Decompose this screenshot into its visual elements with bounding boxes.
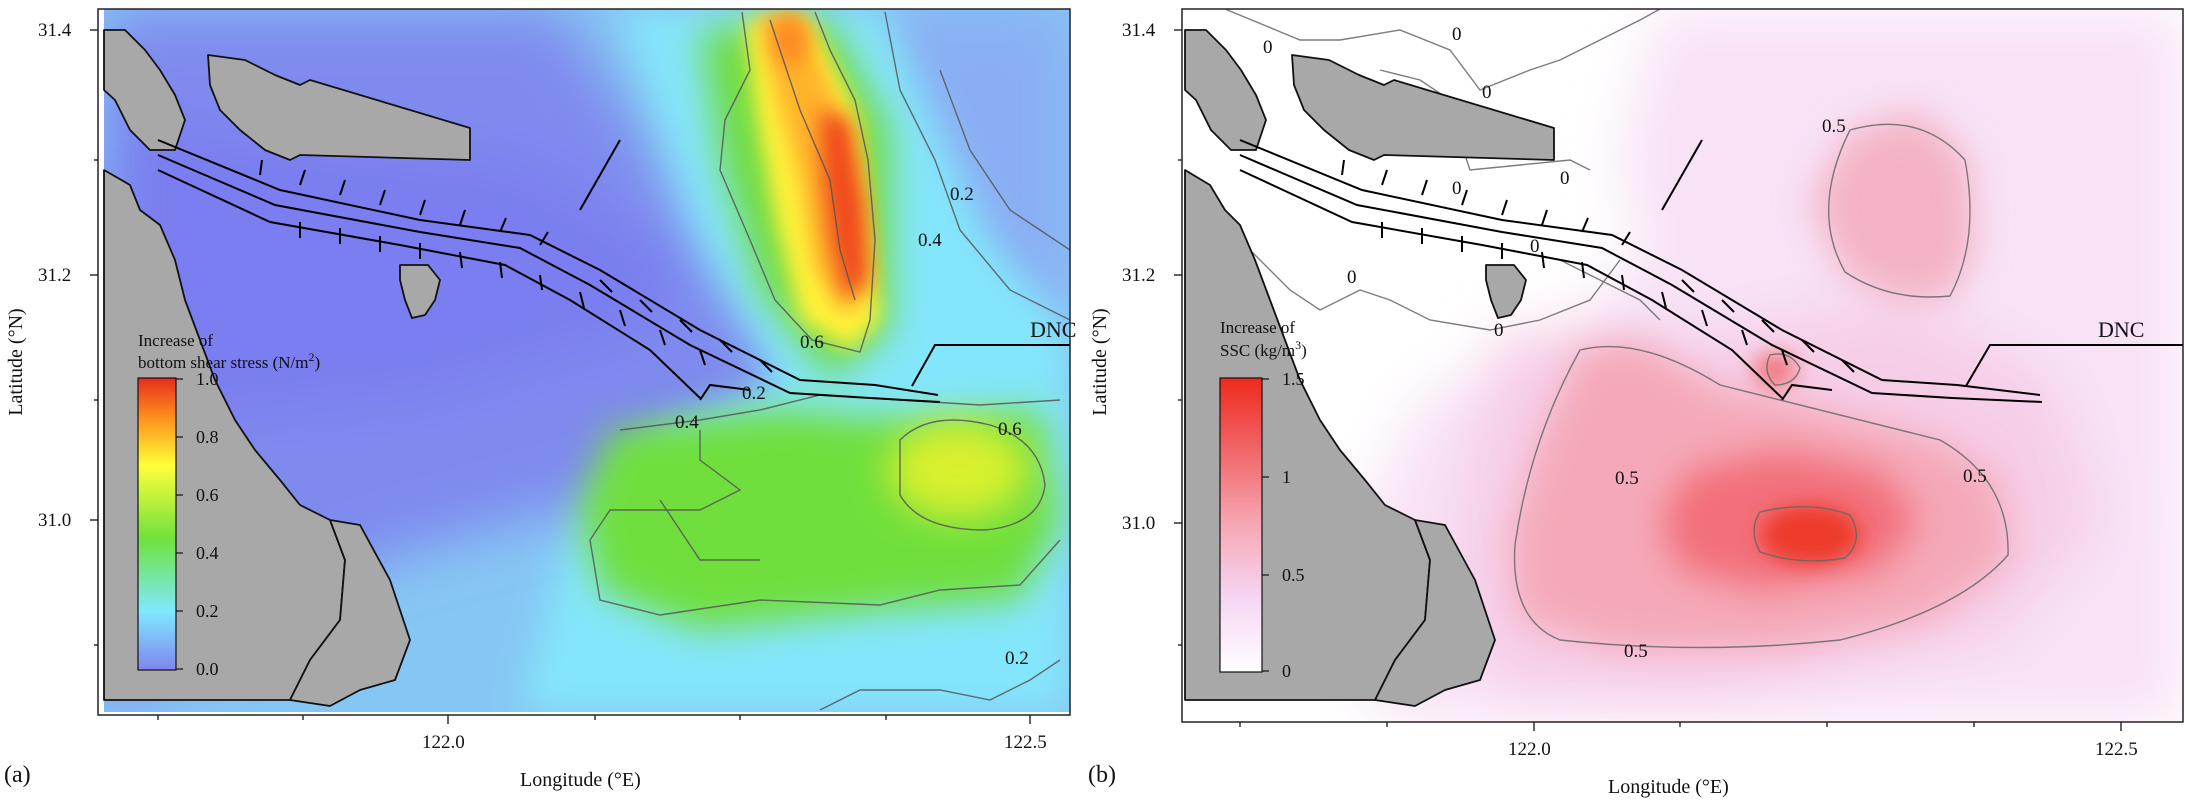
place-label-dnc: DNC xyxy=(2098,317,2144,342)
contour-label: 0 xyxy=(1263,37,1273,58)
colorbar-tick: 1.5 xyxy=(1282,369,1305,389)
contour-label: 0.2 xyxy=(950,184,974,205)
colorbar-scale xyxy=(138,378,176,670)
colorbar-title-line1: Increase of xyxy=(1220,318,1295,337)
contour-label: 0.5 xyxy=(1624,641,1648,662)
colorbar-tick: 1.0 xyxy=(196,369,219,389)
colorbar-tick: 1 xyxy=(1282,467,1291,487)
panel-label: (b) xyxy=(1088,762,1116,788)
colorbar-tick: 0.4 xyxy=(196,543,219,563)
contour-label: 0.5 xyxy=(1963,466,1987,487)
colorbar-title-line1: Increase of xyxy=(138,331,213,350)
colorbar-tick: 0.8 xyxy=(196,427,219,447)
colorbar-tick: 0.5 xyxy=(1282,565,1305,585)
colorbar-tick: 0 xyxy=(1282,661,1291,681)
contour-label: 0 xyxy=(1347,267,1357,288)
contour-label: 0 xyxy=(1560,168,1570,189)
contour-label: 0.6 xyxy=(998,419,1022,440)
colorbar-title-line2: SSC (kg/m3) xyxy=(1220,338,1307,360)
contour-label: 0 xyxy=(1452,24,1462,45)
x-axis-label: Longitude (°E) xyxy=(1608,776,1729,798)
xtick-label: 122.0 xyxy=(422,732,465,753)
colorbar-scale xyxy=(1220,378,1262,672)
contour-label: 0.5 xyxy=(1822,116,1846,137)
contour-label: 0 xyxy=(1482,82,1492,103)
y-axis-label: Latitude (°N) xyxy=(1089,308,1111,415)
ytick-label: 31.2 xyxy=(1122,265,1155,286)
contour-label: 0.5 xyxy=(1615,468,1639,489)
contour-label: 0.4 xyxy=(918,230,942,251)
ytick-label: 31.4 xyxy=(38,20,72,41)
contour-label: 0 xyxy=(1530,236,1540,257)
xtick-label: 122.0 xyxy=(1508,739,1551,760)
panel-a: 0.2 0.4 0.6 0.2 0.4 0.6 0.2 DNC Increase… xyxy=(4,9,1076,791)
colorbar-tick: 0.0 xyxy=(196,659,219,679)
ytick-label: 31.0 xyxy=(1122,513,1155,534)
panel-label: (a) xyxy=(4,762,31,788)
ytick-label: 31.2 xyxy=(38,265,71,286)
contour-label: 0.6 xyxy=(800,332,824,353)
xtick-label: 122.5 xyxy=(2095,739,2138,760)
contour-label: 0.2 xyxy=(742,383,766,404)
panel-b: 0 0 0 0 0 0 0 0 0.5 0.5 0.5 0.5 DNC Incr… xyxy=(1088,9,2183,798)
y-axis-label: Latitude (°N) xyxy=(5,308,27,415)
contour-label: 0 xyxy=(1494,320,1504,341)
ytick-label: 31.4 xyxy=(1122,20,1156,41)
xtick-label: 122.5 xyxy=(1004,732,1047,753)
x-axis-label: Longitude (°E) xyxy=(520,769,641,791)
ytick-label: 31.0 xyxy=(38,510,71,531)
colorbar-tick: 0.2 xyxy=(196,601,219,621)
contour-label: 0 xyxy=(1452,178,1462,199)
colorbar-tick: 0.6 xyxy=(196,485,219,505)
contour-label: 0.4 xyxy=(675,412,699,433)
colorbar-title-line2: bottom shear stress (N/m2) xyxy=(138,350,320,372)
contour-label: 0.2 xyxy=(1005,648,1029,669)
